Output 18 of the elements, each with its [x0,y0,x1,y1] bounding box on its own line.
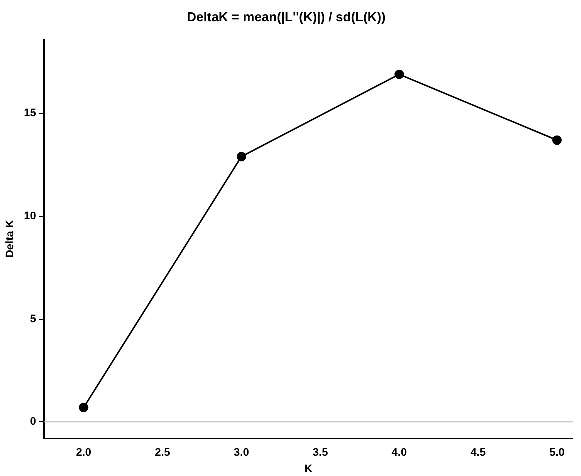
point [552,136,562,146]
y-tick-label: 0 [30,416,36,428]
x-tick-label: 2.5 [155,447,170,460]
point [394,70,404,80]
x-tick-label: 2.0 [76,447,92,460]
x-tick-label: 3.5 [312,447,328,460]
y-tick-label: 10 [24,210,36,223]
point [79,403,89,412]
x-axis-title: K [304,463,313,476]
x-tick-label: 4.0 [392,447,408,460]
x-tick-label: 4.5 [470,447,486,460]
y-tick-label: 5 [30,313,36,326]
chart-title: DeltaK = mean(|L''(K)|) / sd(L(K)) [187,9,386,24]
y-tick-label: 15 [24,108,36,120]
x-tick-label: 3.0 [234,447,250,460]
y-axis-title: Delta K [4,220,17,258]
x-tick-label: 5.0 [550,447,565,460]
point [236,152,246,162]
